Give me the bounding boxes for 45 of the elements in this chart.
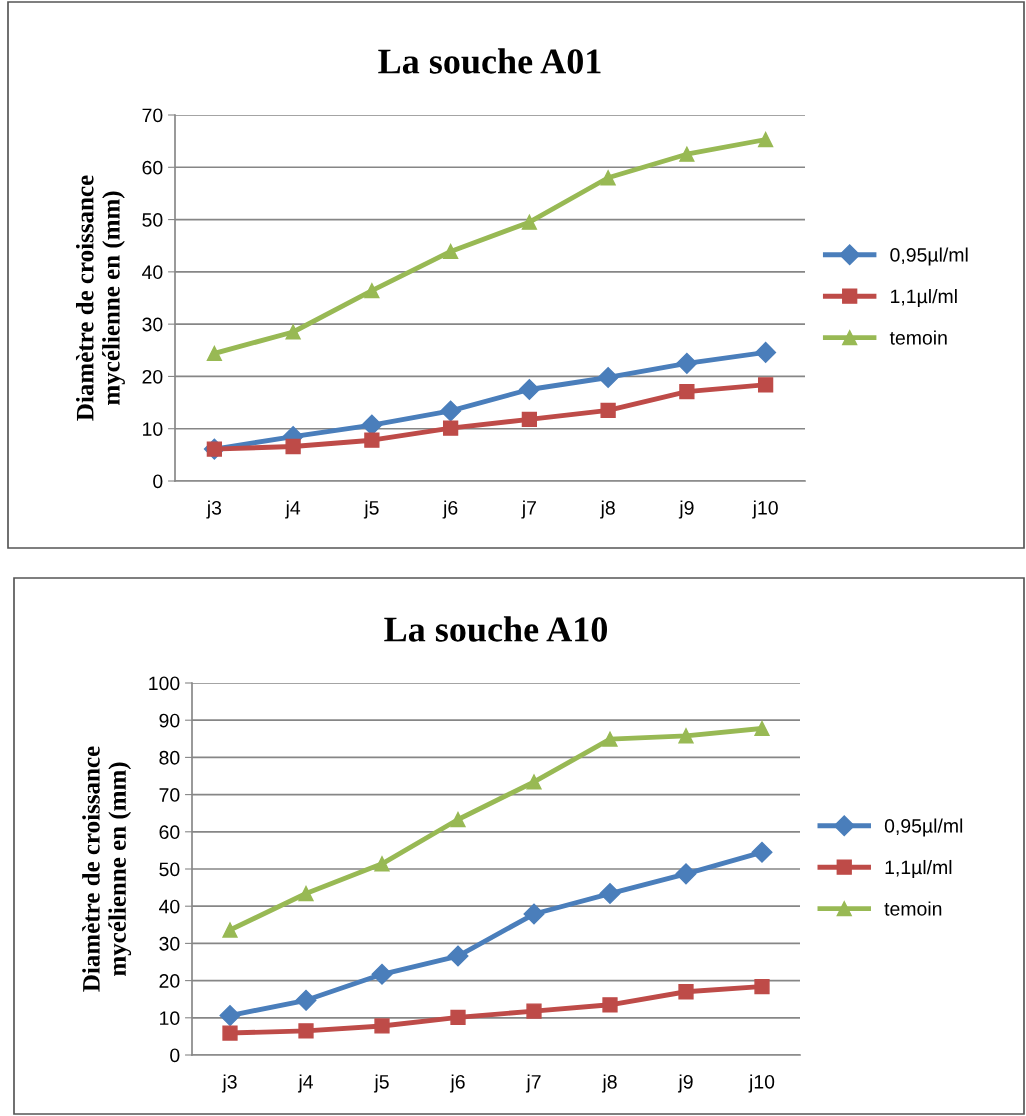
y-tick-label: 0 [170, 1048, 180, 1063]
y-tick-label: 10 [143, 422, 163, 436]
y-axis-title: Diamètre de croissance mycélienne en (mm) [82, 746, 132, 992]
x-tick-label: j5 [363, 500, 379, 519]
y-tick-label: 10 [160, 1011, 180, 1026]
x-tick-label: j5 [373, 1074, 389, 1093]
y-tick-label: 20 [159, 974, 180, 988]
y-tick-label: 50 [142, 213, 163, 227]
legend-label: 0,95µl/ml [884, 818, 963, 837]
x-tick-label: j3 [221, 1074, 237, 1093]
x-tick-label: j10 [748, 1074, 775, 1093]
x-tick-label: j4 [285, 500, 301, 519]
y-tick-label: 70 [159, 788, 180, 802]
legend-label: 1,1µl/ml [885, 859, 952, 879]
y-tick-label: 100 [149, 676, 180, 691]
x-tick-label: j10 [752, 500, 778, 519]
legend-label: 0,95µl/ml [890, 247, 968, 266]
y-tick-label: 30 [159, 936, 180, 951]
chart-title: La souche A01 [378, 48, 601, 74]
y-tick-label: 60 [142, 160, 163, 175]
x-tick-label: j8 [601, 1074, 617, 1093]
legend-label: temoin [884, 901, 942, 916]
y-tick-label: 70 [142, 108, 163, 123]
x-tick-label: j4 [297, 1074, 313, 1093]
y-tick-label: 40 [142, 265, 163, 280]
y-tick-label: 60 [159, 825, 180, 840]
x-tick-label: j3 [206, 500, 222, 519]
y-tick-label: 40 [159, 899, 180, 914]
y-tick-label: 50 [159, 862, 180, 877]
y-tick-label: 90 [159, 713, 180, 728]
y-axis-title: Diamètre de croissance mycélienne en (mm) [75, 175, 125, 421]
legend-label: temoin [889, 330, 947, 345]
x-tick-label: j9 [677, 1074, 693, 1093]
legend-label: 1,1µl/ml [891, 288, 957, 308]
chart-title: La souche A10 [384, 616, 607, 642]
y-tick-label: 20 [142, 369, 163, 384]
y-tick-label: 0 [153, 474, 163, 489]
x-tick-label: j6 [449, 1074, 465, 1093]
x-tick-label: j6 [442, 500, 458, 519]
x-tick-label: j8 [600, 500, 615, 519]
x-tick-label: j9 [678, 500, 694, 519]
y-tick-label: 30 [142, 317, 163, 332]
x-tick-label: j7 [525, 1074, 541, 1093]
y-tick-label: 80 [159, 750, 180, 765]
x-tick-label: j7 [521, 500, 536, 519]
